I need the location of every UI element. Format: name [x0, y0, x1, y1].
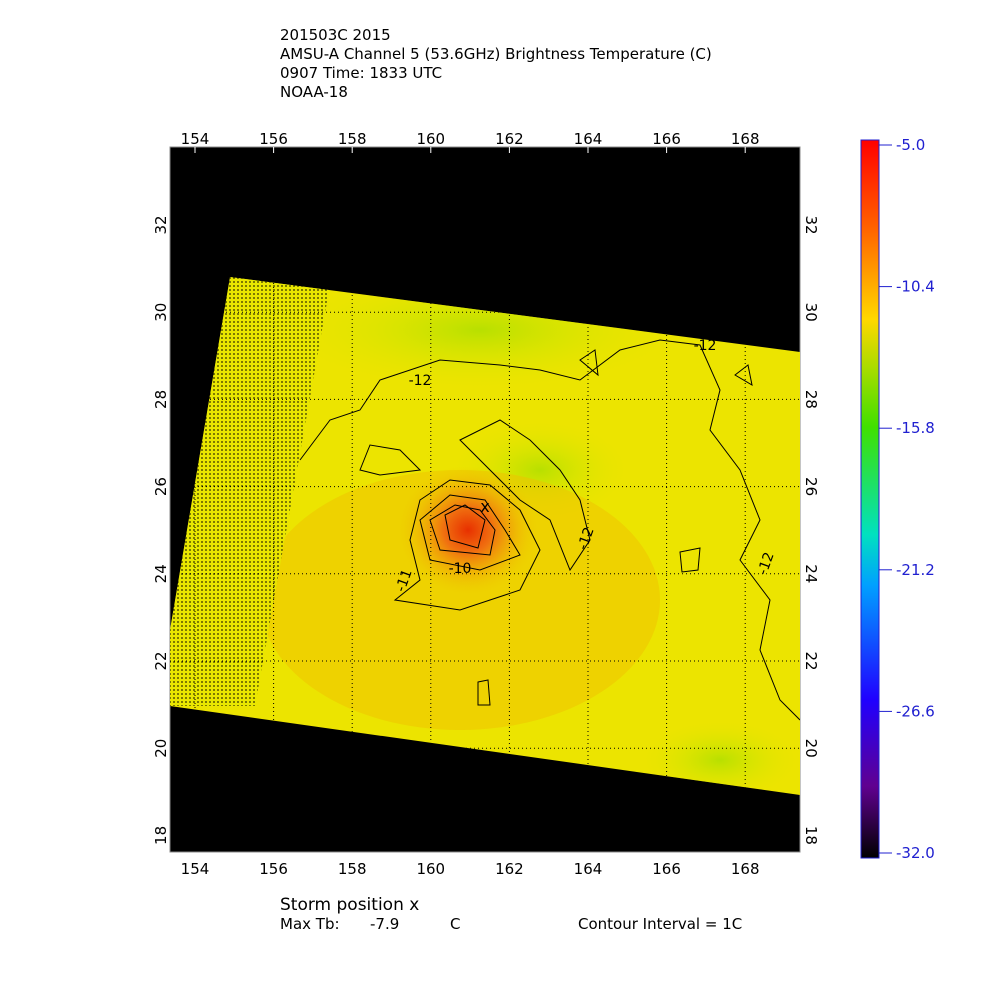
footer: Storm position x Max Tb: -7.9 C Contour …	[280, 895, 742, 933]
lat-label-left: 28	[152, 390, 170, 409]
colorbar-label: -10.4	[896, 278, 935, 296]
contour-label: -10	[449, 561, 472, 577]
lon-label-bottom: 154	[181, 860, 210, 878]
lon-label-top: 166	[652, 130, 681, 148]
max-tb-unit: C	[450, 915, 460, 933]
header-line: NOAA-18	[280, 83, 348, 101]
lat-label-right: 26	[802, 477, 820, 496]
colorbar-label: -5.0	[896, 136, 925, 154]
lat-label-left: 32	[152, 215, 170, 234]
lon-label-bottom: 158	[338, 860, 367, 878]
max-tb-value: -7.9	[370, 915, 399, 933]
lon-label-bottom: 160	[416, 860, 445, 878]
lat-label-right: 24	[802, 564, 820, 583]
lat-label-left: 18	[152, 826, 170, 845]
colorbar-scale	[860, 139, 880, 859]
lon-label-top: 154	[181, 130, 210, 148]
colorbar-label: -15.8	[896, 419, 935, 437]
header-line: 0907 Time: 1833 UTC	[280, 64, 442, 82]
max-tb-label: Max Tb:	[280, 915, 340, 933]
lat-label-right: 30	[802, 303, 820, 322]
lon-label-bottom: 156	[259, 860, 288, 878]
lon-label-top: 162	[495, 130, 524, 148]
colorbar-label: -21.2	[896, 561, 935, 579]
header-line: 201503C 2015	[280, 26, 391, 44]
contour-label: -11	[393, 567, 416, 594]
lat-label-right: 20	[802, 739, 820, 758]
contour-labels: -12 -12 -12 -11 -10 -12 x	[393, 338, 778, 594]
lon-label-top: 156	[259, 130, 288, 148]
lon-label-bottom: 162	[495, 860, 524, 878]
lon-label-top: 164	[574, 130, 603, 148]
lon-label-top: 160	[416, 130, 445, 148]
colorbar-label: -32.0	[896, 844, 935, 862]
contour-label: -12	[575, 525, 598, 552]
axes: 154 154 156 156 158 158 160 160 162 162 164 164 166 1…	[152, 130, 820, 878]
contours	[299, 339, 800, 721]
lat-label-left: 24	[152, 564, 170, 583]
storm-position: Storm position x	[280, 895, 419, 915]
contour-label: -12	[409, 373, 432, 389]
header-line: AMSU-A Channel 5 (53.6GHz) Brightness Te…	[280, 45, 712, 63]
lon-label-bottom: 164	[574, 860, 603, 878]
lat-label-right: 22	[802, 651, 820, 670]
lon-label-bottom: 168	[731, 860, 760, 878]
lat-label-left: 26	[152, 477, 170, 496]
lat-label-left: 22	[152, 651, 170, 670]
lat-label-left: 30	[152, 303, 170, 322]
colorbar: -5.0 -10.4 -15.8 -21.2 -26.6 -32.0	[860, 136, 935, 862]
lon-label-bottom: 166	[652, 860, 681, 878]
lon-label-top: 168	[731, 130, 760, 148]
lat-label-right: 32	[802, 215, 820, 234]
contour-interval: Contour Interval = 1C	[578, 915, 742, 933]
lat-label-left: 20	[152, 739, 170, 758]
lat-label-right: 28	[802, 390, 820, 409]
lat-label-right: 18	[802, 826, 820, 845]
contour-label: -12	[755, 550, 778, 577]
contour-label: -12	[694, 338, 717, 354]
lon-label-top: 158	[338, 130, 367, 148]
colorbar-label: -26.6	[896, 702, 935, 720]
storm-marker: x	[480, 497, 489, 516]
